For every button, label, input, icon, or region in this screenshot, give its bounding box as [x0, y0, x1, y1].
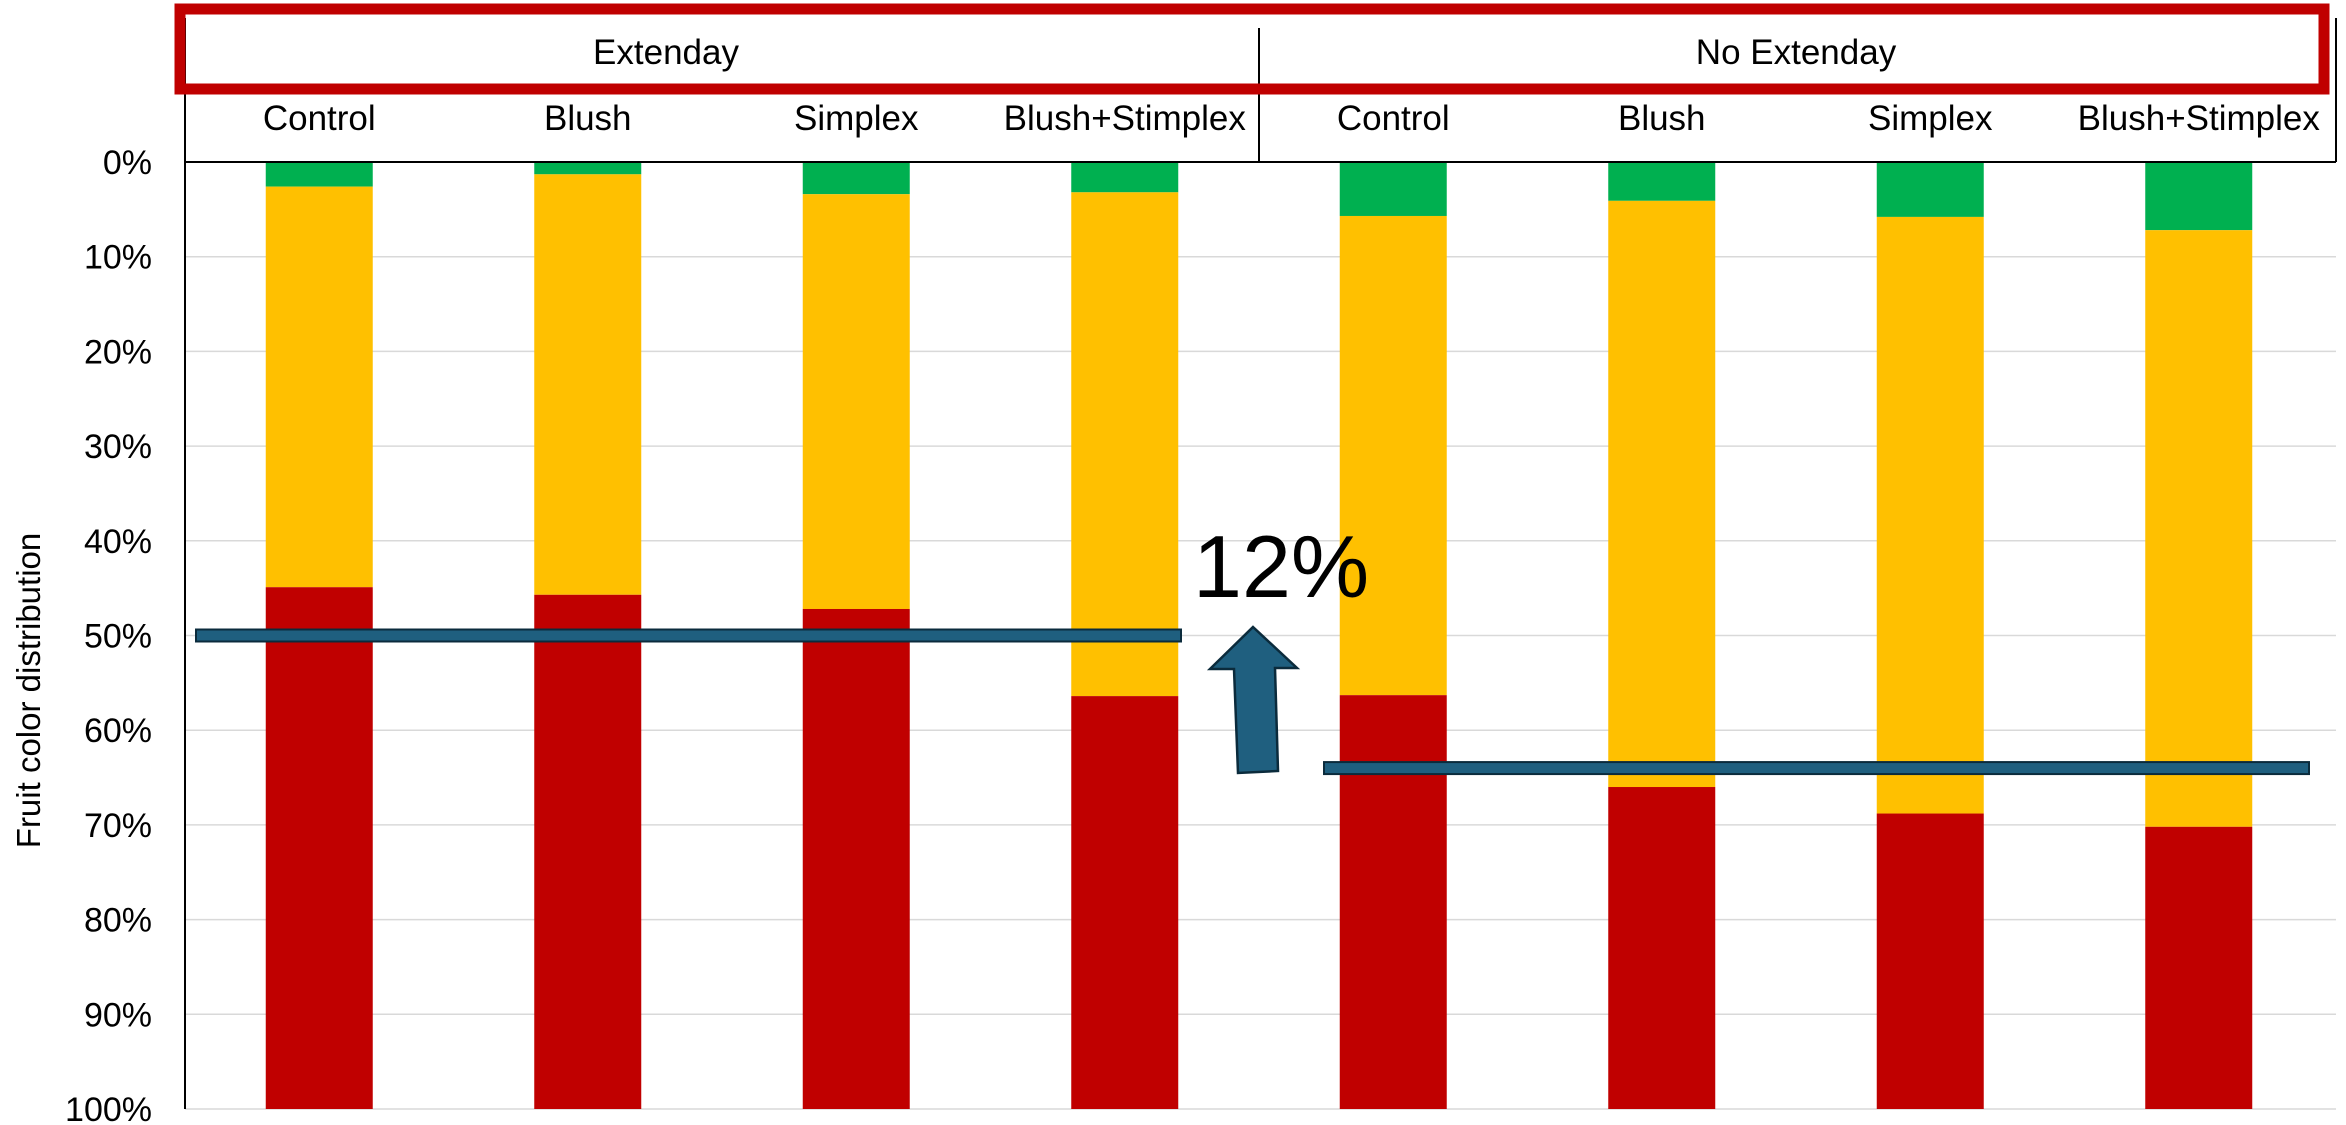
up-arrow-icon	[1206, 625, 1301, 775]
category-label: Simplex	[1868, 99, 1993, 138]
category-label: Blush	[544, 99, 632, 138]
bar-segment-3-1	[265, 587, 373, 1109]
bar-segment-1-3	[802, 162, 910, 195]
group-label: No Extenday	[1696, 33, 1897, 72]
bar-segment-1-1	[265, 162, 373, 187]
bar-segment-2-7	[1876, 216, 1984, 814]
bar-segment-1-7	[1876, 162, 1984, 217]
bar-segment-3-4	[1071, 696, 1179, 1109]
y-tick-label: 90%	[84, 996, 152, 1034]
y-axis-title: Fruit color distribution	[10, 533, 47, 848]
bar-segment-1-2	[534, 162, 642, 175]
bar-segment-1-8	[2145, 162, 2253, 231]
category-label: Blush+Stimplex	[2078, 99, 2321, 138]
annotations: 12%	[195, 517, 2310, 776]
y-tick-label: 70%	[84, 807, 152, 845]
bar-segment-2-3	[802, 194, 910, 609]
bar-segment-2-1	[265, 186, 373, 588]
category-label: Control	[1337, 99, 1450, 138]
bar-segment-3-3	[802, 608, 910, 1109]
category-header-table: Extenday Control Blush Simplex Blush+Stimple…	[174, 3, 2337, 163]
highlight-box	[174, 3, 2330, 95]
bar-segment-2-2	[534, 174, 642, 595]
category-label: Control	[263, 99, 376, 138]
bar-segment-3-5	[1339, 695, 1447, 1109]
category-label: Blush+Stimplex	[1004, 99, 1247, 138]
category-label: Simplex	[794, 99, 919, 138]
y-tick-label: 10%	[84, 239, 152, 277]
bar-segments	[265, 162, 2253, 1109]
bar-segment-3-2	[534, 594, 642, 1109]
bar-segment-1-5	[1339, 162, 1447, 216]
bar-segment-3-8	[2145, 826, 2253, 1109]
y-tick-label: 80%	[84, 902, 152, 940]
y-tick-label: 0%	[103, 144, 152, 182]
bar-segment-3-6	[1608, 787, 1716, 1109]
bar-segment-2-6	[1608, 200, 1716, 788]
y-tick-label: 40%	[84, 523, 152, 561]
y-tick-label: 30%	[84, 428, 152, 466]
bar-segment-3-7	[1876, 813, 1984, 1109]
y-tick-label: 100%	[65, 1091, 152, 1125]
bar-segment-1-6	[1608, 162, 1716, 201]
category-label: Blush	[1618, 99, 1706, 138]
difference-label: 12%	[1193, 517, 1369, 616]
bar-segment-2-5	[1339, 215, 1447, 696]
bar-segment-2-4	[1071, 192, 1179, 697]
extenday-reference-line	[195, 628, 1182, 643]
group-label: Extenday	[593, 33, 739, 72]
bar-segment-2-8	[2145, 230, 2253, 827]
axes: 0% 10% 20% 30% 40% 50% 60% 70% 80% 90% 100% Fruit c…	[10, 144, 186, 1125]
no-extenday-reference-line	[1323, 761, 2310, 776]
y-tick-label: 50%	[84, 618, 152, 656]
y-tick-label: 20%	[84, 333, 152, 371]
y-tick-label: 60%	[84, 712, 152, 750]
bar-segment-1-4	[1071, 162, 1179, 193]
